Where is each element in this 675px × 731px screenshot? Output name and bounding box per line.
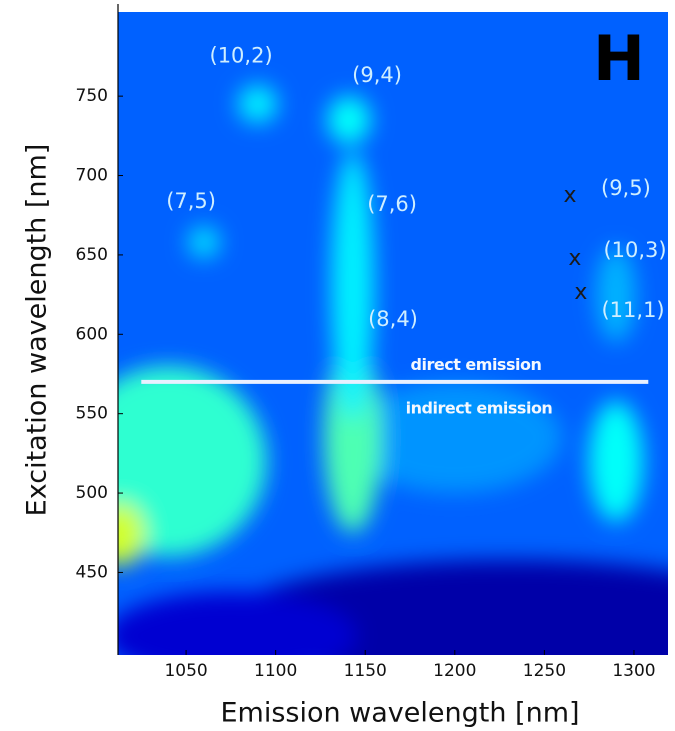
heat-feature [589,400,643,522]
x-tick-label: 1050 [164,661,207,681]
y-tick-label: 550 [76,404,108,424]
y-tick-label: 650 [76,245,108,265]
annotation-peak: (9,5) [601,176,651,200]
y-tick-label: 450 [76,562,108,582]
x-tick-label: 1150 [344,661,387,681]
annotation-marker: x [563,183,576,208]
y-axis-title: Excitation wavelength [nm] [22,144,53,517]
heat-feature [596,246,636,343]
heat-features [118,85,668,655]
x-tick-label: 1200 [433,661,476,681]
x-tick-label: 1300 [612,661,655,681]
panel-label: H [593,22,645,95]
y-tick-label: 750 [76,86,108,106]
y-tick-label: 600 [76,324,108,344]
heat-feature [347,381,563,494]
y-tick-label: 500 [76,483,108,503]
heat-feature [331,151,375,422]
heat-feature [324,342,382,533]
heat-feature [238,85,278,124]
heat-feature [118,366,267,557]
x-axis-title: Emission wavelength [nm] [220,698,579,729]
annotation-peak: (9,4) [352,63,402,87]
annotation-peak: (7,6) [367,192,417,216]
heat-background [118,12,668,655]
heat-feature [187,226,221,259]
annotation-peak: (10,3) [603,238,666,262]
overlay: (10,2) (9,4) (7,5) (7,6) (8,4) (9,5) (10,3) (11… [76,4,667,681]
annotation-peak: (10,2) [210,43,273,67]
annotation-peak: (7,5) [166,189,216,213]
heatmap [118,12,668,655]
annotation-emission: indirect emission [406,398,553,417]
heat-feature [327,96,371,144]
annotation-peak: (11,1) [601,298,664,322]
annotation-peak: (8,4) [368,307,418,331]
heat-feature [118,591,357,655]
y-tick-label: 700 [76,166,108,186]
x-tick-label: 1250 [523,661,566,681]
annotation-marker: x [574,280,587,305]
annotation-marker: x [568,246,581,271]
annotation-emission: direct emission [411,355,542,374]
heat-feature [118,502,145,567]
x-tick-label: 1100 [254,661,297,681]
